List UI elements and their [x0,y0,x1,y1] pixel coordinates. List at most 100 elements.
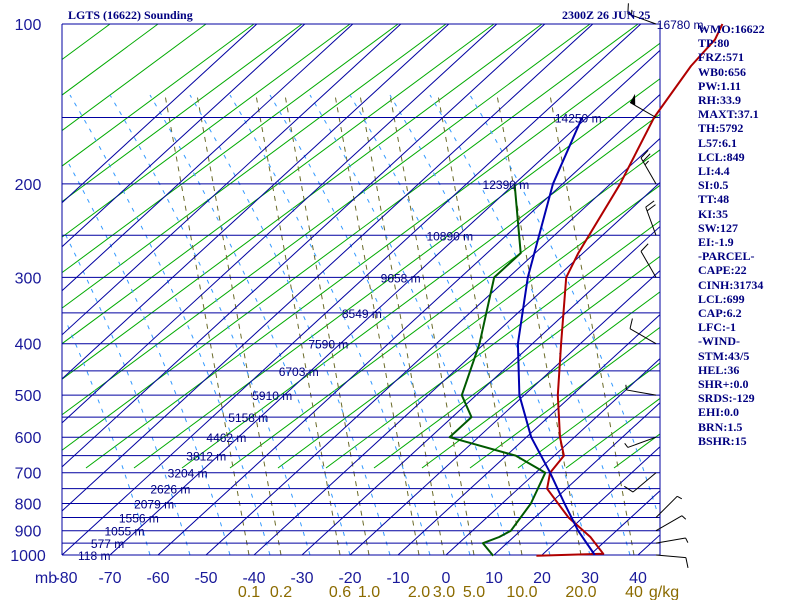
sounding-index-item: SI:0.5 [698,178,729,193]
sounding-index-item: WMO:16622 [698,22,765,36]
wind-barb-full [640,243,649,252]
sounding-index-item: EHI:0.0 [698,405,740,420]
wind-barb-half [681,515,687,520]
mixing-ratio-line [164,94,250,556]
sounding-title: LGTS (16622) Sounding [68,8,193,22]
isotherm-line [397,314,661,556]
mixing-ratio-label: 0.6 [329,584,351,600]
sounding-index-item: L57:6.1 [698,135,737,150]
parcel-line [516,117,596,556]
sounding-index-item: RH:33.9 [698,93,741,108]
sounding-index-item: BRN:1.5 [698,419,743,434]
dry-adiabat-line [61,23,447,309]
temperature-tick-label: -50 [194,570,217,587]
height-label: 5158 m [228,411,268,425]
moist-adiabat-line [229,94,431,556]
background-layers [61,23,661,556]
wind-barb-staff [655,515,683,532]
mixing-ratio-line [389,94,475,556]
wind-barb [645,200,657,236]
pressure-tick-label: 300 [15,270,42,287]
sounding-index-item: BSHR:15 [698,433,747,448]
dry-adiabat-line [565,398,661,469]
wind-barb-full [642,153,651,162]
sounding-index-item: LCL:849 [698,149,745,164]
height-label: 7590 m [308,338,348,352]
mixing-ratio-line [284,94,370,556]
isotherm-line [205,138,661,556]
wind-barb-staff [640,157,657,185]
wind-barb [655,515,687,532]
moist-adiabat-line [349,94,551,556]
wind-barb [655,495,683,518]
isotherm-line [61,23,402,336]
moist-adiabat-line [68,163,231,556]
pressure-tick-label: 600 [15,430,42,447]
isotherm-line [61,23,306,248]
mixing-ratio-label: 3.0 [433,584,455,600]
height-label: 4462 m [206,431,246,445]
mixing-ratio-line [359,94,445,556]
isotherm-line [349,270,661,556]
height-label: 118 m [78,549,110,563]
wind-barb-half [676,495,683,500]
wind-barb-half [625,384,627,391]
pressure-grid [61,23,661,556]
dry-adiabat-line [61,23,543,380]
mixing-ratio-line [334,94,420,556]
dewpoint-line [448,183,547,557]
wind-barb [655,554,689,568]
moist-adiabat-line [309,94,511,556]
dry-adiabat-line [325,220,661,469]
mixing-ratio-label: 10.0 [506,584,537,600]
wind-barb-staff [627,13,657,25]
wind-barb-staff [626,389,657,396]
pressure-unit-label: mb [35,570,57,587]
height-label: 1556 m [119,512,159,526]
moist-adiabat-line [69,94,271,556]
dry-adiabat-line [61,23,591,416]
sounding-index-item: FRZ:571 [698,50,744,65]
wind-barb-staff [632,472,657,493]
sounding-index-item: PW:1.11 [698,78,742,93]
mixing-ratio-label: 1.0 [358,584,380,600]
temperature-tick-label: 20 [533,570,551,587]
wind-barb-full [645,200,655,208]
moist-adiabat-line [389,94,591,556]
wind-barb [624,472,657,493]
moist-adiabat-line [429,94,631,556]
height-label: 3812 m [186,450,226,464]
wind-barb [655,537,689,544]
height-label: 12390 m [483,178,530,192]
wind-barb [640,149,657,185]
sounding-index-item: LFC:-1 [698,320,736,335]
dry-adiabat-line [85,42,661,469]
temperature-tick-label: 10 [485,570,503,587]
dry-adiabat-line [61,23,255,167]
temperature-tick-label: 30 [581,570,599,587]
isotherm-line [253,182,661,556]
pressure-tick-label: 100 [15,17,42,34]
mixing-ratio-line [549,94,635,556]
sounding-index-item: WB0:656 [698,64,746,79]
sounding-indices-list: WMO:16622 TP:80 FRZ:571 WB0:656 PW:1.11 RH:33… [698,22,765,448]
wind-barb [640,243,657,278]
height-label: 10890 m [426,229,473,243]
mixing-ratio-label: 0.2 [270,584,292,600]
sounding-index-item: MAXT:37.1 [698,107,759,122]
pressure-tick-label: 1000 [10,548,46,565]
height-label: 2079 m [134,498,174,512]
temperature-tick-label: -20 [338,570,361,587]
mixing-ratio-line [496,94,582,556]
wind-barb-staff [627,436,657,448]
isotherm-line [109,50,661,556]
isotherm-line [61,23,594,512]
wind-barb [627,3,657,25]
sounding-index-item: TT:48 [698,192,730,207]
pressure-tick-label: 500 [15,388,42,405]
isotherm-line [301,226,661,556]
isotherm-line [541,446,661,556]
temperature-tick-label: -40 [242,570,265,587]
pressure-tick-label: 400 [15,337,42,354]
wind-barb-full [646,204,656,212]
